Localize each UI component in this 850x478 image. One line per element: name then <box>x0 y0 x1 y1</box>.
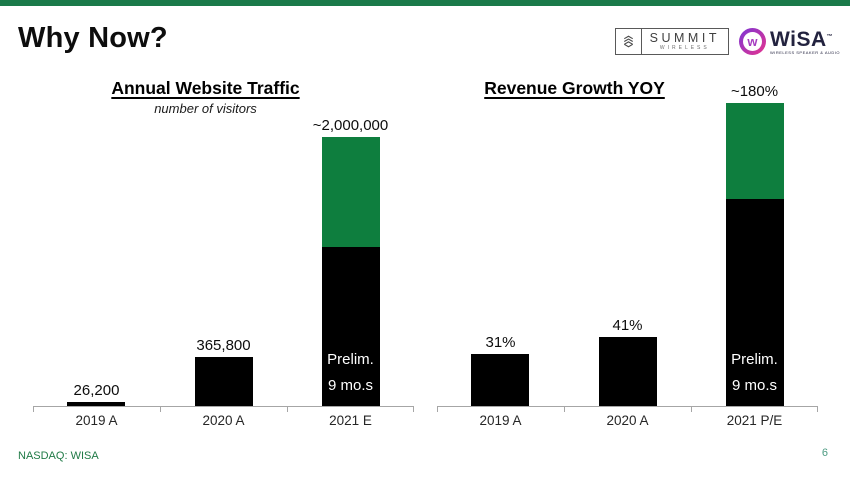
summit-wordmark: SUMMIT <box>649 30 720 45</box>
bar-2019-a <box>67 402 126 406</box>
category-label: 2019 A <box>75 413 118 428</box>
logo-row: SUMMIT WIRELESS w WiSA™ WIRELESS SPEAKER… <box>614 28 840 55</box>
x-axis <box>33 406 414 412</box>
bar-segment-actual-9mo <box>321 247 380 406</box>
axis-tick <box>33 407 34 412</box>
top-accent-strip <box>0 0 850 6</box>
chart-revenue-growth-yoy: Revenue Growth YOY 2019 A 2020 A 2021 P/E 3… <box>437 78 818 448</box>
bar-segment-estimated-remainder <box>321 137 380 247</box>
bar-2020-a <box>598 337 657 406</box>
chart-title: Annual Website Traffic <box>111 78 300 98</box>
axis-tick <box>413 407 414 412</box>
bar-2021-p-e: Prelim. 9 mo.s <box>725 103 784 406</box>
axis-tick <box>287 407 288 412</box>
category-label: 2021 P/E <box>726 413 783 428</box>
page-number: 6 <box>821 447 828 459</box>
wisa-icon-letter: w <box>742 32 762 51</box>
chart-plot-area: 2019 A 2020 A 2021 P/E 31% 41% Prelim. 9 mo.s ~… <box>437 83 818 428</box>
x-axis <box>437 406 818 412</box>
chart-annual-website-traffic: Annual Website Traffic number of visitor… <box>33 78 414 448</box>
wisa-wordmark: WiSA™ <box>769 27 834 51</box>
nasdaq-ticker: NASDAQ: WISA <box>18 450 99 462</box>
chart-subtitle: number of visitors <box>154 101 257 116</box>
axis-tick <box>691 407 692 412</box>
bar-2019-a <box>471 354 530 406</box>
data-label: 365,800 <box>196 337 251 354</box>
bar-segment-estimated-remainder <box>725 103 784 199</box>
bar-segment-actual-9mo <box>725 199 784 406</box>
axis-tick <box>437 407 438 412</box>
slide-title: Why Now? <box>18 22 168 54</box>
bar-annotation: Prelim. 9 mo.s <box>731 351 778 394</box>
category-axis-labels: 2019 A 2020 A 2021 P/E <box>437 413 818 428</box>
data-label: 41% <box>612 317 643 334</box>
data-label: ~2,000,000 <box>312 117 389 134</box>
wisa-logo-text: WiSA™ WIRELESS SPEAKER & AUDIO <box>770 29 840 55</box>
wisa-logo: w WiSA™ WIRELESS SPEAKER & AUDIO <box>738 28 840 55</box>
category-label: 2021 E <box>329 413 372 428</box>
axis-tick <box>563 407 565 412</box>
wisa-trademark: ™ <box>826 33 834 40</box>
wisa-w-ring-icon: w <box>738 28 766 55</box>
bar-annotation: Prelim. 9 mo.s <box>327 351 374 394</box>
summit-wireless-logo: SUMMIT WIRELESS <box>614 28 729 55</box>
category-axis-labels: 2019 A 2020 A 2021 E <box>33 413 414 428</box>
category-label: 2020 A <box>606 413 649 428</box>
data-label: ~180% <box>730 83 779 100</box>
chart-title: Revenue Growth YOY <box>484 78 665 98</box>
wisa-subtext: WIRELESS SPEAKER & AUDIO <box>769 49 840 55</box>
axis-tick <box>159 407 161 412</box>
summit-subtext: WIRELESS <box>659 45 710 52</box>
category-label: 2020 A <box>202 413 245 428</box>
summit-logo-text: SUMMIT WIRELESS <box>642 29 728 54</box>
bar-2020-a <box>194 357 253 406</box>
data-label: 26,200 <box>73 382 120 399</box>
chart-plot-area: 2019 A 2020 A 2021 E 26,200 365,800 Prelim. 9 … <box>33 100 414 428</box>
axis-tick <box>817 407 818 412</box>
category-label: 2019 A <box>479 413 522 428</box>
data-label: 31% <box>485 334 516 351</box>
bar-2021-e: Prelim. 9 mo.s <box>321 137 380 406</box>
summit-logo-icon <box>616 29 642 54</box>
